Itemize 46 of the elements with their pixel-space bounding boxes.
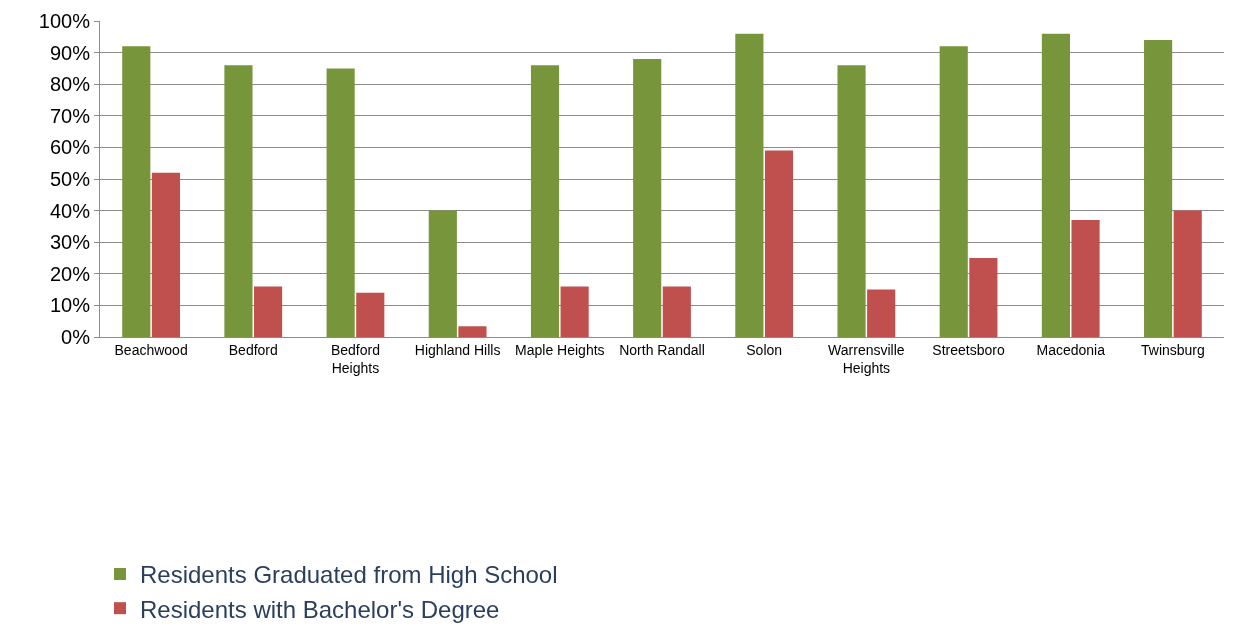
bar <box>764 150 794 337</box>
x-tick-label: Streetsboro <box>932 341 1005 358</box>
bar <box>633 58 662 337</box>
y-tick-label: 70% <box>49 104 91 127</box>
y-tick-label: 90% <box>49 41 91 64</box>
bar <box>837 65 866 337</box>
bar <box>254 286 283 337</box>
bar <box>326 68 355 337</box>
y-tick-label: 100% <box>38 10 91 32</box>
bar <box>560 286 589 337</box>
y-tick-label: 10% <box>49 294 91 317</box>
y-tick-label: 50% <box>49 168 91 190</box>
bar <box>1041 33 1070 337</box>
legend-label: Residents Graduated from High School <box>140 561 558 589</box>
y-tick-label: 80% <box>49 73 91 96</box>
x-tick-label: Bedford Heights <box>330 341 380 376</box>
bar <box>1173 210 1202 337</box>
y-tick-label: 0% <box>61 326 91 348</box>
x-tick-label: Warrensville Heights <box>828 341 905 376</box>
x-tick-label: Highland Hills <box>414 341 501 358</box>
x-tick-label: Beachwood <box>114 341 188 358</box>
bar <box>122 46 151 337</box>
bar <box>939 46 968 337</box>
bar <box>458 326 487 337</box>
bar <box>1144 39 1173 337</box>
bar <box>530 65 560 337</box>
bar <box>735 33 764 337</box>
x-tick-label: Macedonia <box>1036 341 1106 358</box>
y-tick-label: 30% <box>49 231 91 254</box>
x-tick-label: North Randall <box>619 341 705 358</box>
bar <box>1071 220 1100 337</box>
bar <box>224 65 253 337</box>
y-tick-label: 60% <box>49 136 91 159</box>
y-tick-label: 20% <box>49 262 91 285</box>
bar <box>151 172 180 337</box>
x-tick-label: Bedford <box>228 341 278 358</box>
legend-label: Residents with Bachelor's Degree <box>140 595 500 623</box>
bar <box>867 289 896 337</box>
bar <box>662 286 691 337</box>
bar <box>356 292 385 337</box>
x-tick-label: Maple Heights <box>515 341 605 358</box>
bar <box>428 210 457 337</box>
bar <box>969 258 998 337</box>
y-tick-label: 40% <box>49 199 91 222</box>
x-tick-label: Solon <box>746 341 783 358</box>
x-tick-label: Twinsburg <box>1141 341 1205 358</box>
